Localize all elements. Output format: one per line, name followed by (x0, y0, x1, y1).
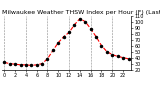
Text: Milwaukee Weather THSW Index per Hour (F) (Last 24 Hours): Milwaukee Weather THSW Index per Hour (F… (2, 10, 160, 15)
